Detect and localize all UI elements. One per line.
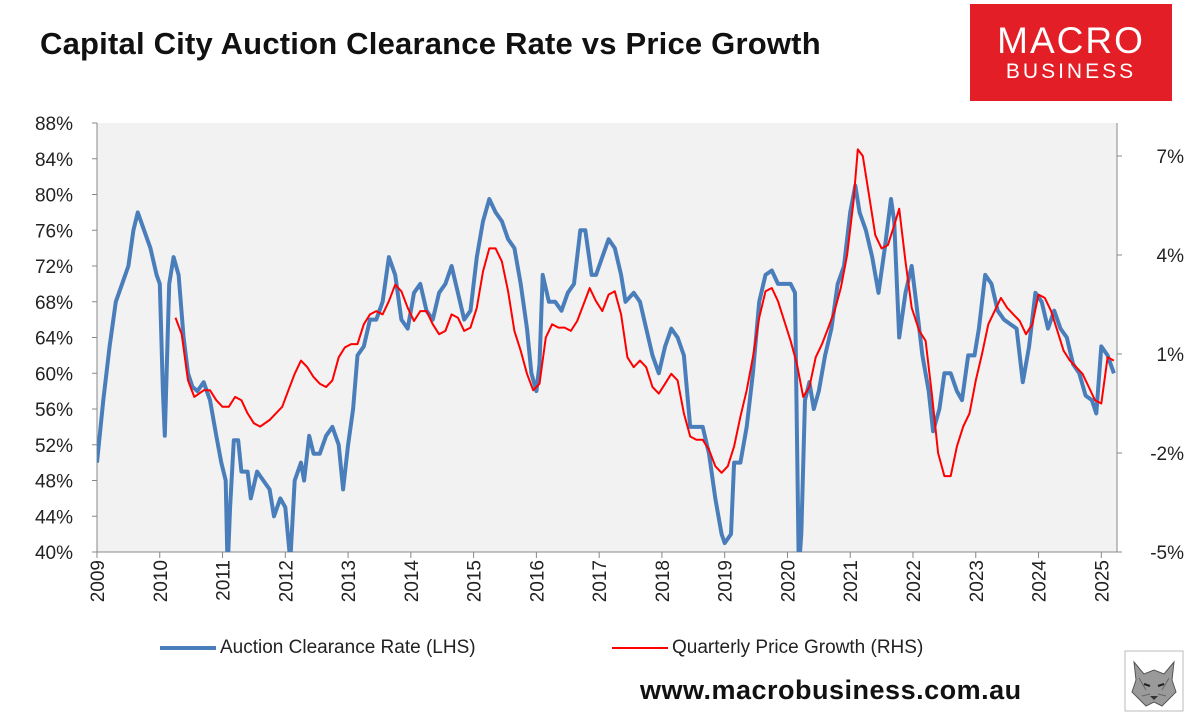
x-axis-tick-label: 2017 <box>590 560 611 602</box>
x-axis-tick-label: 2016 <box>527 560 548 602</box>
left-axis-tick-label: 44% <box>35 507 73 528</box>
legend-label-clearance-rate: Auction Clearance Rate (LHS) <box>220 637 476 658</box>
left-axis-tick-label: 52% <box>35 436 73 457</box>
logo-line-business: BUSINESS <box>1005 59 1137 83</box>
x-axis-tick-label: 2013 <box>339 560 360 602</box>
left-axis-tick-label: 88% <box>35 114 73 135</box>
x-axis-tick-label: 2019 <box>716 560 737 602</box>
chart-title: Capital City Auction Clearance Rate vs P… <box>40 26 821 61</box>
left-axis-tick-label: 76% <box>35 221 73 242</box>
left-axis-tick-label: 40% <box>35 543 73 564</box>
left-axis-tick-label: 80% <box>35 186 73 207</box>
x-axis-tick-label: 2009 <box>88 560 109 602</box>
x-axis-tick-label: 2014 <box>402 560 423 603</box>
left-axis-tick-label: 68% <box>35 293 73 314</box>
x-axis-tick-label: 2010 <box>151 560 172 602</box>
x-axis-tick-label: 2025 <box>1092 560 1113 602</box>
x-axis-tick-label: 2022 <box>904 560 925 602</box>
x-axis-tick-label: 2012 <box>276 560 297 602</box>
series-line-price-growth <box>174 148 1115 478</box>
logo-line-macro: MACRO <box>997 19 1145 61</box>
right-axis-tick-label: -5% <box>1150 543 1184 564</box>
x-axis-tick-label: 2015 <box>465 560 486 602</box>
series-line-clearance-rate <box>97 183 1116 552</box>
right-axis-tick-label: 1% <box>1157 345 1185 366</box>
left-axis-tick-label: 72% <box>35 257 73 278</box>
plot-area <box>97 123 1117 552</box>
wolf-logo-icon <box>1124 650 1184 712</box>
legend-swatch-clearance-rate <box>160 646 216 650</box>
footer-url: www.macrobusiness.com.au <box>640 675 1022 705</box>
right-axis-tick-label: 7% <box>1157 147 1185 168</box>
x-axis-tick-label: 2024 <box>1030 560 1051 603</box>
macrobusiness-logo: MACRO BUSINESS <box>970 4 1172 101</box>
legend-item-clearance-rate: Auction Clearance Rate (LHS) <box>160 637 476 659</box>
left-axis-tick-label: 56% <box>35 400 73 421</box>
x-axis-tick-label: 2023 <box>967 560 988 602</box>
legend-item-price-growth: Quarterly Price Growth (RHS) <box>612 637 923 659</box>
x-axis-tick-label: 2011 <box>214 560 235 601</box>
x-axis-tick-label: 2020 <box>778 560 799 602</box>
legend-label-price-growth: Quarterly Price Growth (RHS) <box>672 637 924 658</box>
x-axis-tick-label: 2018 <box>653 560 674 602</box>
right-axis-tick-label: 4% <box>1157 246 1185 267</box>
left-axis-tick-label: 64% <box>35 329 73 350</box>
left-axis-tick-label: 60% <box>35 364 73 385</box>
left-axis-tick-label: 84% <box>35 150 73 171</box>
x-axis-tick-label: 2021 <box>841 560 862 602</box>
left-axis-tick-label: 48% <box>35 472 73 493</box>
legend-swatch-price-growth <box>612 647 668 649</box>
right-axis-tick-label: -2% <box>1150 444 1184 465</box>
